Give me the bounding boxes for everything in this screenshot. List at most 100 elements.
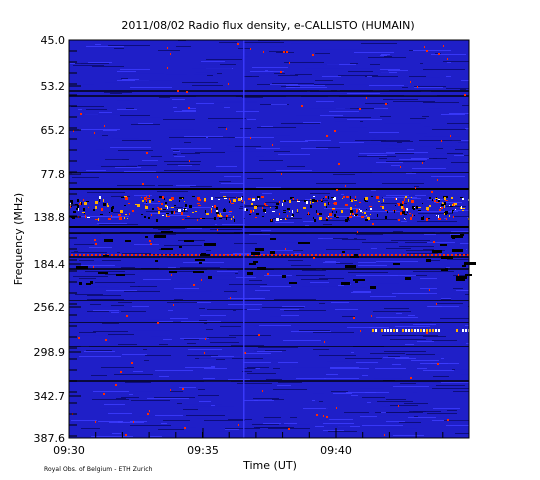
noise-streak (91, 375, 107, 376)
dark-smudge (451, 235, 463, 238)
noise-streak (79, 356, 121, 357)
noise-streak (86, 350, 112, 351)
noise-streak (399, 321, 433, 322)
y-tick-label: 298.9 (34, 346, 66, 359)
burst-pixel (310, 205, 312, 208)
noise-streak (90, 304, 101, 305)
noise-streak (224, 291, 237, 292)
noise-streak (211, 366, 215, 367)
burst-band-edge (277, 188, 279, 190)
red-speck (262, 390, 263, 392)
noise-streak (444, 420, 469, 421)
burst-band-edge (133, 226, 135, 228)
noise-streak (406, 354, 435, 355)
burst-band-edge (431, 226, 433, 228)
burst-band-edge (251, 226, 253, 228)
burst-pixel (184, 201, 185, 202)
noise-streak (294, 253, 301, 254)
noise-streak (242, 371, 252, 372)
burst-band-edge (239, 188, 241, 190)
burst-band-edge (249, 188, 251, 190)
burst-pixel (146, 202, 147, 203)
emission-dot (403, 254, 405, 256)
noise-streak (153, 228, 185, 229)
noise-streak (176, 46, 191, 47)
noise-streak (215, 224, 245, 225)
burst-pixel (231, 203, 234, 204)
burst-band-edge (395, 188, 397, 190)
burst-pixel (87, 217, 90, 218)
burst-band-edge (301, 188, 303, 190)
red-speck (104, 125, 105, 127)
dark-smudge (464, 262, 476, 265)
burst-pixel (166, 213, 169, 214)
red-speck (441, 140, 442, 142)
noise-streak (400, 383, 416, 384)
noise-streak (427, 413, 457, 414)
burst-band-edge (235, 226, 237, 228)
burst-band-edge (295, 226, 297, 228)
burst-band-edge (321, 188, 323, 190)
noise-streak (102, 306, 126, 307)
burst-pixel (70, 206, 71, 208)
noise-streak (418, 213, 453, 214)
noise-streak (412, 198, 421, 199)
dark-smudge (342, 251, 345, 253)
noise-streak (408, 417, 436, 418)
burst-band-edge (329, 226, 331, 228)
y-tick-label: 342.7 (34, 390, 66, 403)
burst-pixel (200, 218, 203, 219)
noise-streak (401, 221, 407, 222)
dark-smudge (161, 231, 173, 233)
burst-pixel (125, 197, 128, 200)
burst-band-edge (259, 226, 261, 228)
burst-band-edge (225, 188, 227, 190)
noise-streak (217, 73, 222, 74)
noise-streak (368, 57, 406, 58)
burst-pixel (324, 203, 326, 206)
noise-streak (313, 349, 329, 350)
burst-band-edge (217, 188, 219, 190)
burst-pixel (195, 211, 197, 212)
y-axis-label: Frequency (MHz) (12, 193, 25, 285)
noise-streak (431, 176, 465, 177)
red-speck (205, 338, 206, 340)
burst-pixel (77, 199, 79, 202)
burst-pixel (438, 200, 440, 202)
burst-pixel (445, 211, 448, 214)
noise-streak (111, 217, 119, 218)
noise-streak (155, 234, 176, 235)
emission-dot (215, 254, 217, 256)
burst-pixel (367, 217, 370, 220)
burst-band-edge (273, 226, 275, 228)
emission-dot (175, 254, 177, 256)
emission-dot (183, 254, 185, 256)
burst-band-edge (459, 188, 461, 190)
x-tick-label: 09:30 (53, 444, 85, 457)
noise-streak (404, 403, 428, 404)
burst-pixel (289, 211, 290, 212)
burst-band-edge (275, 226, 277, 228)
noise-streak (270, 316, 282, 317)
burst-pixel (350, 196, 351, 199)
burst-band-edge (247, 226, 249, 228)
burst-pixel (349, 216, 352, 218)
red-speck (125, 434, 127, 436)
burst-pixel (158, 208, 161, 210)
noise-streak (464, 155, 469, 156)
burst-band-edge (287, 188, 289, 190)
burst-pixel (224, 208, 225, 211)
emission-dot (163, 254, 165, 256)
noise-streak (413, 324, 436, 325)
noise-streak (382, 406, 399, 407)
burst-pixel (264, 203, 266, 205)
emission-dot (319, 254, 321, 256)
burst-band-edge (441, 188, 443, 190)
noise-streak (139, 416, 158, 417)
noise-streak (249, 234, 270, 235)
noise-streak (413, 50, 451, 51)
noise-streak (288, 260, 303, 261)
noise-streak (167, 164, 200, 165)
burst-band-edge (145, 188, 147, 190)
noise-streak (384, 153, 414, 154)
